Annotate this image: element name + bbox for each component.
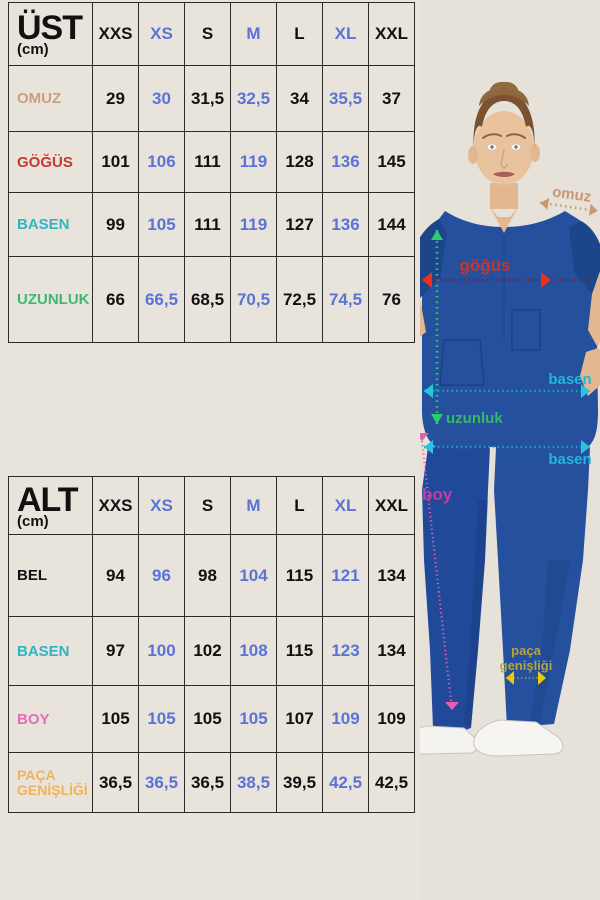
svg-text:omuz: omuz [551, 183, 592, 205]
svg-text:boy: boy [422, 485, 453, 504]
svg-text:paça: paça [511, 643, 541, 658]
svg-text:genişliği: genişliği [500, 658, 553, 673]
svg-text:basen: basen [548, 371, 591, 388]
svg-text:uzunluk: uzunluk [446, 410, 503, 427]
svg-text:basen: basen [548, 451, 591, 468]
svg-text:göğüs: göğüs [460, 256, 511, 275]
